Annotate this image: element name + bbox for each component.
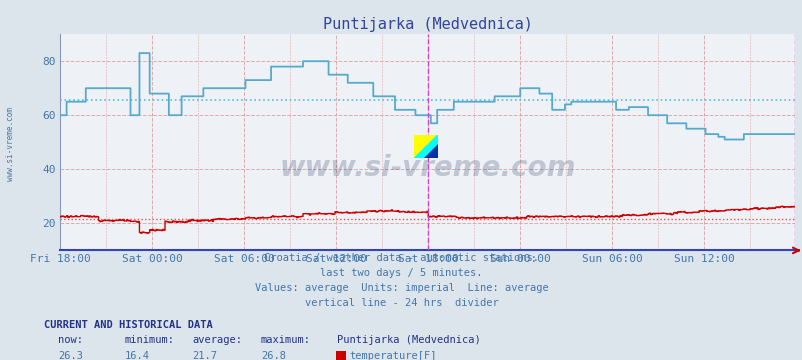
Text: www.si-vreme.com: www.si-vreme.com: [279, 154, 575, 182]
Text: 26.3: 26.3: [58, 351, 83, 360]
Text: www.si-vreme.com: www.si-vreme.com: [6, 107, 15, 181]
Text: 21.7: 21.7: [192, 351, 217, 360]
Text: last two days / 5 minutes.: last two days / 5 minutes.: [320, 268, 482, 278]
Text: vertical line - 24 hrs  divider: vertical line - 24 hrs divider: [304, 298, 498, 309]
Text: Puntijarka (Medvednica): Puntijarka (Medvednica): [337, 335, 480, 345]
Text: now:: now:: [58, 335, 83, 345]
Text: minimum:: minimum:: [124, 335, 174, 345]
Text: 26.8: 26.8: [261, 351, 286, 360]
Text: CURRENT AND HISTORICAL DATA: CURRENT AND HISTORICAL DATA: [44, 320, 213, 330]
Title: Puntijarka (Medvednica): Puntijarka (Medvednica): [322, 17, 532, 32]
Text: Values: average  Units: imperial  Line: average: Values: average Units: imperial Line: av…: [254, 283, 548, 293]
Polygon shape: [414, 135, 438, 158]
Polygon shape: [423, 144, 438, 158]
Text: average:: average:: [192, 335, 242, 345]
Text: temperature[F]: temperature[F]: [349, 351, 436, 360]
Text: Croatia / weather data - automatic stations.: Croatia / weather data - automatic stati…: [264, 253, 538, 263]
Text: 16.4: 16.4: [124, 351, 149, 360]
Text: maximum:: maximum:: [261, 335, 310, 345]
Polygon shape: [414, 135, 438, 158]
